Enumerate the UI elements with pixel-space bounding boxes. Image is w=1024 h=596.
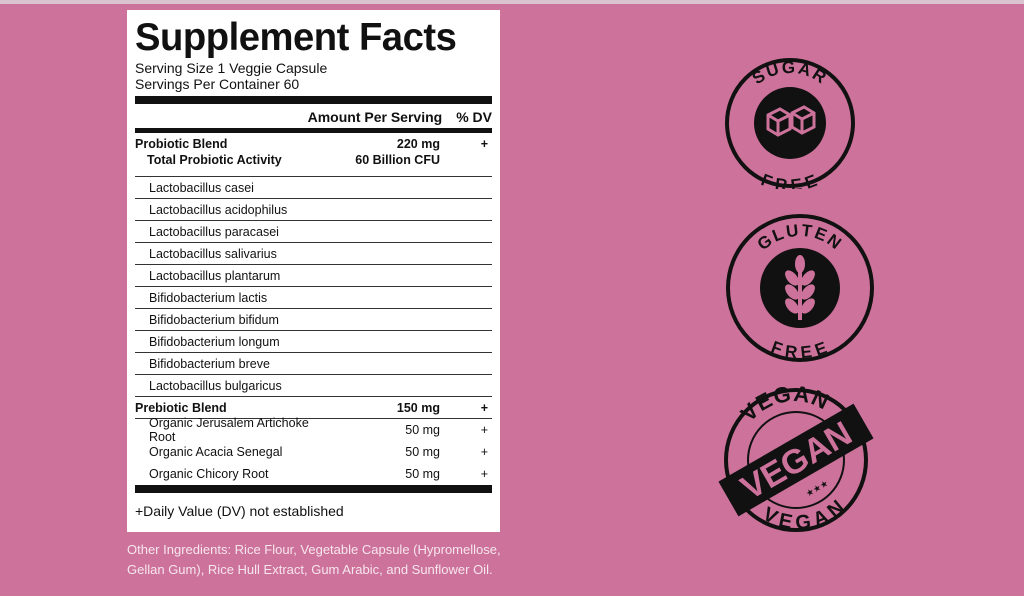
divider [135,96,492,104]
ingredient-name: Organic Chicory Root [149,467,269,481]
ingredient-name: Organic Jerusalem Artichoke Root [149,416,309,444]
ingredient-amount: 50 mg [405,467,440,481]
sugar-free-badge: SUGAR FREE [725,58,855,189]
vegan-top-text: VEGAN [736,385,833,426]
strain-name: Lactobacillus salivarius [149,246,277,261]
prebiotic-dv: + [480,400,488,415]
probiotic-blend-row: Probiotic Blend 220 mg + Total Probiotic A… [135,133,492,177]
ingredient-dv: + [480,467,488,481]
strain-row: Lactobacillus acidophilus [135,199,492,221]
strain-row: Lactobacillus casei [135,177,492,199]
supplement-facts-panel: Supplement Facts Serving Size 1 Veggie C… [127,10,500,532]
prebiotic-name: Prebiotic Blend [135,400,227,415]
probiotic-activity-amount: 60 Billion CFU [355,153,440,167]
prebiotic-blend-row: Prebiotic Blend 150 mg + [135,397,492,419]
servings-per-container: Servings Per Container 60 [135,76,300,92]
sugar-text: SUGAR [749,58,829,88]
strain-name: Lactobacillus plantarum [149,268,281,283]
prebiotic-amount: 150 mg [396,400,440,415]
top-border [0,0,1024,4]
strain-name: Lactobacillus bulgaricus [149,378,282,393]
strain-row: Lactobacillus bulgaricus [135,375,492,397]
strain-name: Lactobacillus casei [149,180,254,195]
svg-text:SUGAR: SUGAR [749,58,831,88]
strain-row: Lactobacillus paracasei [135,221,492,243]
probiotic-amount: 220 mg [396,137,440,151]
divider [135,128,492,133]
other-ingredients: Other Ingredients: Rice Flour, Vegetable… [127,542,501,577]
stars: ★★★ [804,478,830,499]
probiotic-activity-name: Total Probiotic Activity [147,153,282,167]
dv-header: % DV [456,109,492,125]
vegan-badge: VEGAN VEGAN VEGAN ★★★ [718,385,874,534]
strain-row: Bifidobacterium breve [135,353,492,375]
svg-text:VEGAN: VEGAN [736,385,834,426]
strain-name: Bifidobacterium lactis [149,290,268,305]
column-header: Amount Per Serving % DV [135,106,492,128]
divider [135,485,492,493]
strain-name: Lactobacillus acidophilus [149,202,288,217]
sugar-cubes-icon [766,105,816,137]
strain-row: Lactobacillus plantarum [135,265,492,287]
strain-name: Bifidobacterium bifidum [149,312,279,327]
ingredient-amount: 50 mg [405,445,440,459]
strain-name: Bifidobacterium breve [149,356,270,371]
panel-title: Supplement Facts [135,16,457,59]
amount-header: Amount Per Serving [307,109,443,125]
prebiotic-item-row: Organic Jerusalem Artichoke Root 50 mg + [135,416,492,444]
ingredient-amount: 50 mg [405,423,440,437]
prebiotic-item-row: Organic Chicory Root 50 mg + [135,463,492,485]
prebiotic-item-row: Organic Acacia Senegal 50 mg + [135,441,492,463]
strain-name: Lactobacillus paracasei [149,224,279,239]
strain-row: Bifidobacterium bifidum [135,309,492,331]
strain-row: Bifidobacterium longum [135,331,492,353]
gluten-free-badge: GLUTEN FREE [726,214,874,362]
vegan-center-text: VEGAN [735,414,859,507]
strain-row: Bifidobacterium lactis [135,287,492,309]
serving-size: Serving Size 1 Veggie Capsule [135,60,328,76]
ingredient-name: Organic Acacia Senegal [149,445,283,459]
footnote: +Daily Value (DV) not established [135,503,344,519]
ingredient-dv: + [480,423,488,437]
ingredient-dv: + [480,445,488,459]
probiotic-dv: + [480,137,488,151]
strain-row: Lactobacillus salivarius [135,243,492,265]
strain-name: Bifidobacterium longum [149,334,280,349]
probiotic-name: Probiotic Blend [135,137,228,151]
wheat-icon [785,255,815,320]
